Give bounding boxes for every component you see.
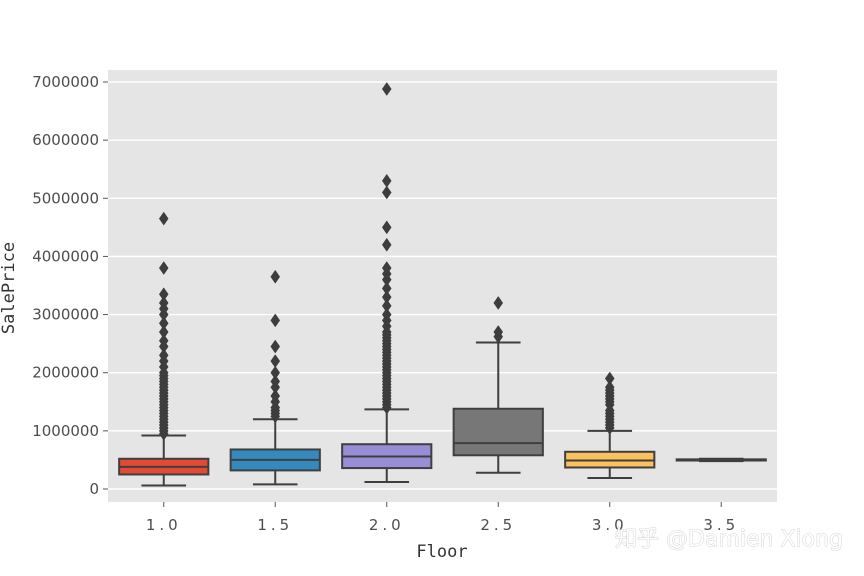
y-tick-label: 6000000 — [32, 131, 99, 149]
x-axis: 1.0 1.5 2.0 2.5 3.0 3.5 — [146, 502, 739, 534]
outlier-point — [381, 298, 392, 313]
box-2.0 — [341, 82, 433, 484]
y-tick-label: 2000000 — [32, 364, 99, 382]
x-tick-label: 2.0 — [369, 516, 405, 534]
outlier-point — [270, 374, 281, 389]
x-tick-label: 2.5 — [480, 516, 516, 534]
y-tick-label: 3000000 — [32, 306, 99, 324]
x-tick-label: 3.5 — [703, 516, 739, 534]
y-axis-title: SalePrice — [0, 242, 19, 334]
y-tick-label: 0 — [89, 480, 99, 498]
box-1.5 — [229, 269, 321, 486]
outlier-point — [381, 185, 392, 200]
outlier-point — [381, 290, 392, 305]
outlier-point — [493, 296, 504, 310]
outlier-point — [270, 389, 281, 403]
outlier-point — [381, 82, 392, 96]
outlier-point — [158, 333, 169, 348]
box-series — [118, 82, 767, 487]
box-2.5 — [452, 296, 544, 474]
y-tick-label: 4000000 — [32, 247, 99, 265]
grid-lines — [108, 81, 777, 490]
plot-background — [108, 70, 777, 502]
x-axis-title: Floor — [416, 542, 467, 562]
outlier-point — [381, 307, 392, 322]
watermark: 知乎 @Damien Xiong — [615, 527, 843, 552]
y-tick-label: 5000000 — [32, 189, 99, 207]
outlier-point — [158, 316, 169, 331]
outlier-point — [158, 325, 169, 339]
outlier-point — [158, 348, 169, 363]
y-tick-label: 1000000 — [32, 422, 99, 440]
box-3.5 — [675, 457, 767, 463]
outlier-point — [270, 269, 281, 284]
x-tick-label: 3.0 — [592, 516, 628, 534]
box-iqr — [452, 407, 544, 457]
outlier-point — [158, 211, 169, 226]
outlier-point — [158, 287, 169, 302]
outlier-point — [270, 365, 281, 380]
outlier-point — [158, 296, 169, 310]
box-3.0 — [564, 371, 656, 479]
box-1.0 — [118, 211, 210, 487]
y-axis: 0 1000000 2000000 3000000 4000000 5000000 6000… — [32, 73, 108, 498]
outlier-point — [270, 339, 281, 354]
outlier-point — [604, 371, 615, 386]
x-tick-label: 1.0 — [146, 516, 182, 534]
x-tick-label: 1.5 — [257, 516, 293, 534]
outlier-point — [381, 173, 392, 188]
outlier-point — [270, 354, 281, 369]
outlier-point — [158, 261, 169, 275]
y-tick-label: 7000000 — [32, 73, 99, 91]
outlier-point — [604, 380, 615, 395]
outlier-point — [270, 313, 281, 328]
outlier-point — [381, 261, 392, 275]
outlier-point — [493, 325, 504, 339]
outlier-point — [381, 237, 392, 252]
outlier-point — [381, 281, 392, 296]
outlier-point — [381, 220, 392, 235]
